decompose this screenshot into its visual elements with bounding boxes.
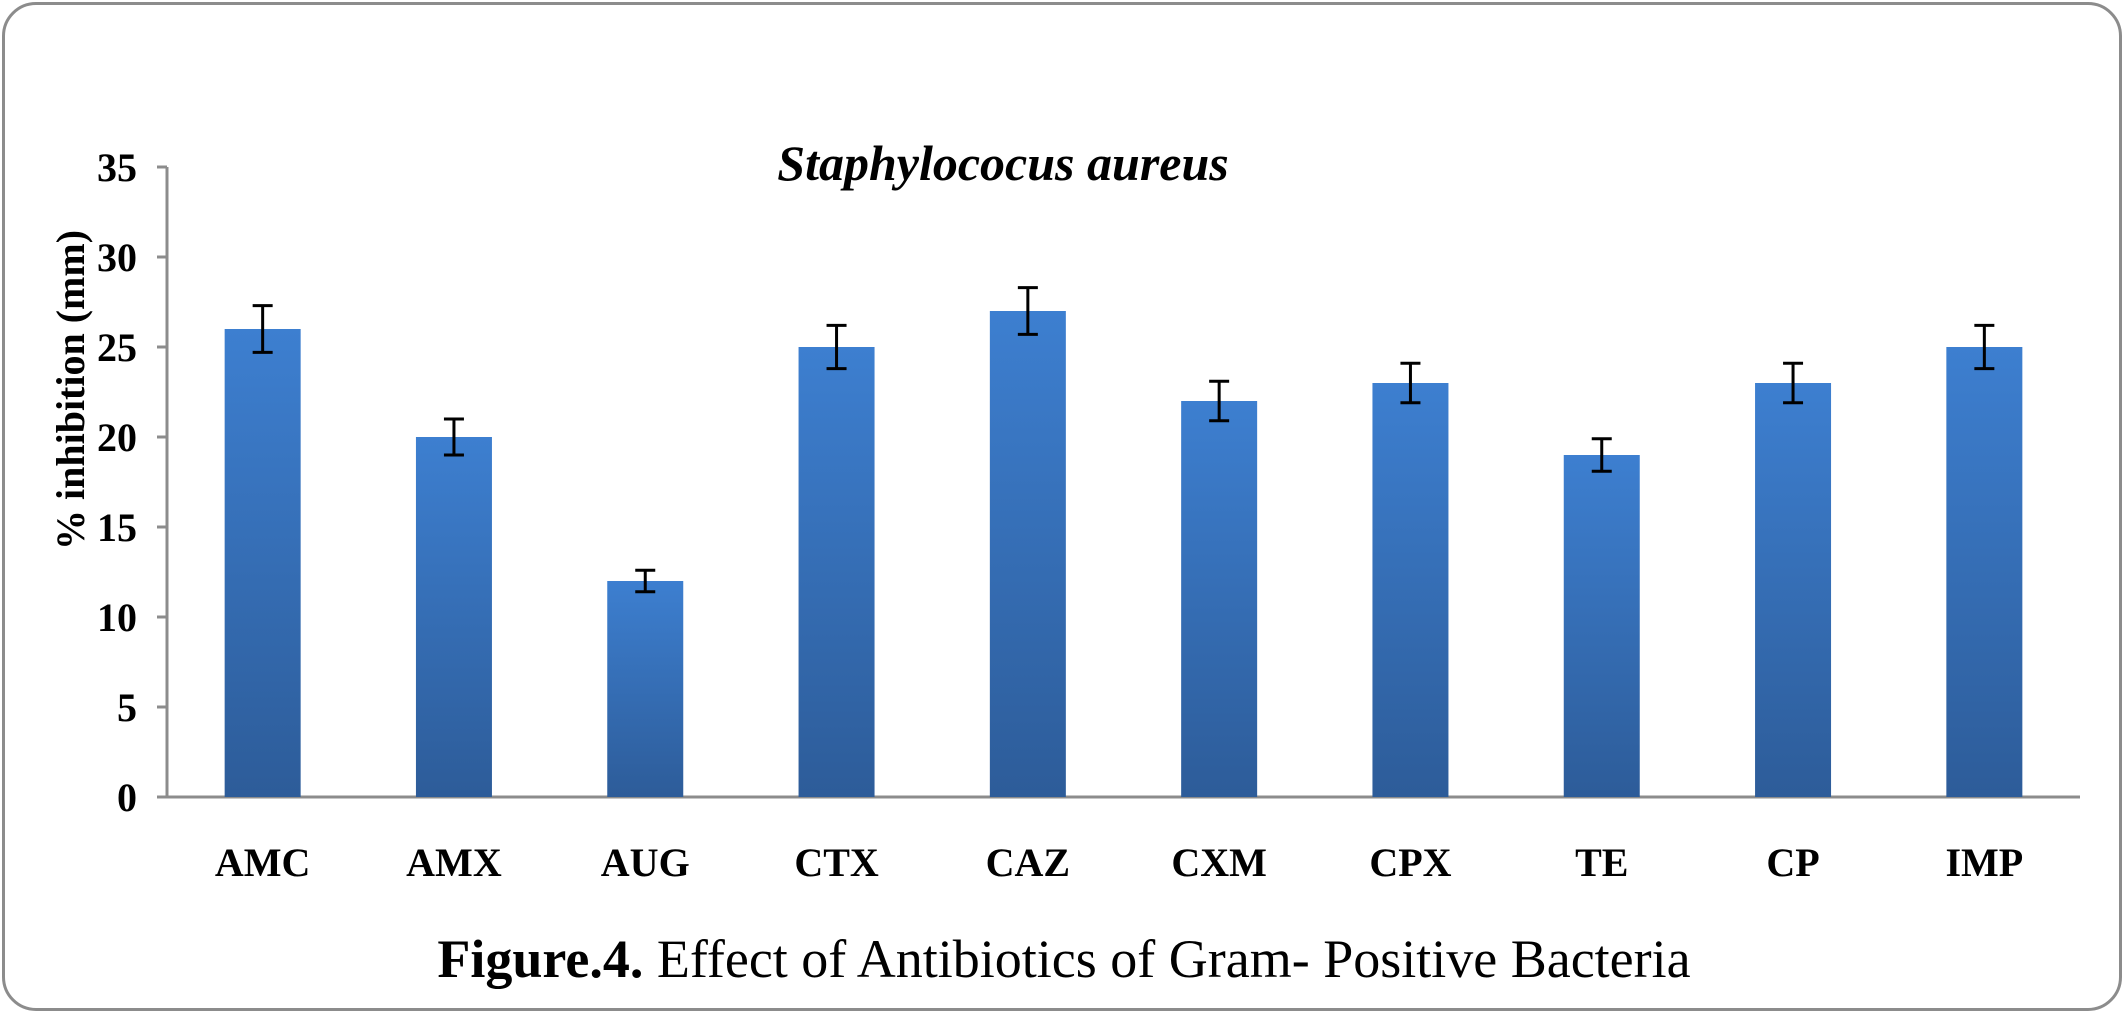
error-bars <box>252 286 1995 594</box>
y-tick-label: 5 <box>117 685 137 730</box>
y-tick-label: 25 <box>97 325 137 370</box>
x-tick-label: CTX <box>794 840 879 885</box>
y-tick-label: 20 <box>97 415 137 460</box>
bars <box>224 311 2023 797</box>
bar-caz <box>989 311 1066 797</box>
bar-amx <box>415 437 492 797</box>
bar-te <box>1563 455 1640 797</box>
figure-caption: Figure.4. Effect of Antibiotics of Gram-… <box>0 928 2128 990</box>
y-axis-label: % inhibition (mm) <box>48 230 93 550</box>
bar-imp <box>1946 347 2023 797</box>
caption-text: Effect of Antibiotics of Gram- Positive … <box>643 929 1691 989</box>
x-tick-label: CXM <box>1171 840 1267 885</box>
chart-title: Staphylococus aureus <box>777 135 1228 191</box>
bar-ctx <box>798 347 875 797</box>
caption-prefix: Figure.4. <box>437 929 644 989</box>
y-tick-label: 0 <box>117 775 137 820</box>
x-tick-label: AUG <box>601 840 690 885</box>
x-tick-label: CAZ <box>986 840 1070 885</box>
x-tick-label: AMX <box>406 840 502 885</box>
bar-cxm <box>1181 401 1258 797</box>
y-tick-label: 15 <box>97 505 137 550</box>
y-tick-label: 35 <box>97 145 137 190</box>
x-axis-labels: AMC AMX AUG CTX CAZ CXM CPX TE CP IMP <box>215 840 2023 885</box>
x-tick-label: AMC <box>215 840 311 885</box>
bar-cp <box>1755 383 1832 797</box>
x-tick-label: TE <box>1575 840 1628 885</box>
x-tick-label: IMP <box>1945 840 2023 885</box>
x-tick-label: CPX <box>1369 840 1451 885</box>
bar-amc <box>224 329 301 797</box>
y-tick-label: 10 <box>97 595 137 640</box>
y-tick-label: 30 <box>97 235 137 280</box>
bar-aug <box>607 581 684 797</box>
y-axis-ticks: 0 5 10 15 20 25 30 35 <box>97 145 167 820</box>
x-tick-label: CP <box>1766 840 1819 885</box>
bar-cpx <box>1372 383 1449 797</box>
